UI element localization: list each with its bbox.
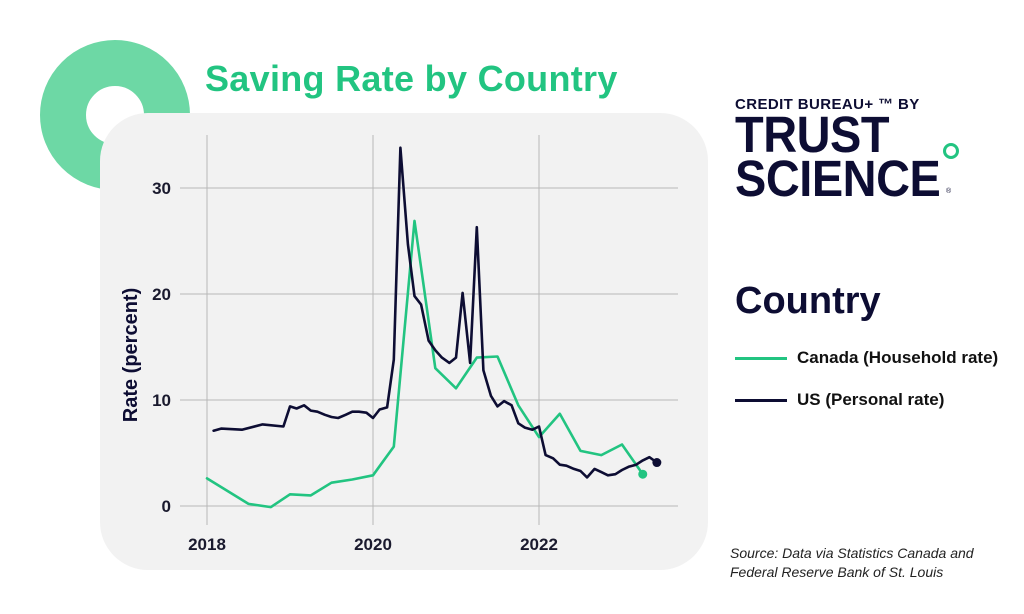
legend-item-canada: Canada (Household rate) xyxy=(735,348,998,368)
series-end-marker-canada xyxy=(638,469,648,479)
brand-name-line1: TRUST xyxy=(735,106,890,163)
legend-title: Country xyxy=(735,280,881,322)
y-tick-label-20: 20 xyxy=(152,285,171,304)
y-axis-label: Rate (percent) xyxy=(120,288,142,422)
series-end-marker-us xyxy=(652,458,662,468)
series-line-canada xyxy=(205,219,645,509)
brand-logo: CREDIT BUREAU+ ™ BY TRUST SCIENCE xyxy=(735,96,958,207)
brand-dot-icon xyxy=(943,143,959,159)
y-tick-label-30: 30 xyxy=(152,179,171,198)
series-lines xyxy=(205,146,662,509)
chart-title: Saving Rate by Country xyxy=(205,58,618,99)
x-tick-label-2018: 2018 xyxy=(188,535,226,554)
source-note: Source: Data via Statistics Canada and F… xyxy=(730,544,1015,582)
brand-tagline: CREDIT BUREAU+ ™ BY xyxy=(735,96,920,113)
series-line-us xyxy=(212,146,659,479)
tick-labels: 0 10 20 30 2018 2020 2022 xyxy=(152,179,558,554)
source-line-2: Federal Reserve Bank of St. Louis xyxy=(730,564,944,580)
legend-label-us: US (Personal rate) xyxy=(797,390,945,409)
legend-label-canada: Canada (Household rate) xyxy=(797,348,999,367)
source-line-1: Source: Data via Statistics Canada and xyxy=(730,545,974,561)
brand-name-line2: SCIENCE xyxy=(735,150,941,207)
brand-registered-mark: ® xyxy=(946,188,952,195)
y-tick-label-10: 10 xyxy=(152,391,171,410)
legend-swatch-canada xyxy=(735,356,787,360)
legend-item-us: US (Personal rate) xyxy=(735,390,944,410)
x-tick-label-2022: 2022 xyxy=(520,535,558,554)
y-tick-label-0: 0 xyxy=(162,497,171,516)
x-tick-label-2020: 2020 xyxy=(354,535,392,554)
legend-swatch-us xyxy=(735,398,787,402)
